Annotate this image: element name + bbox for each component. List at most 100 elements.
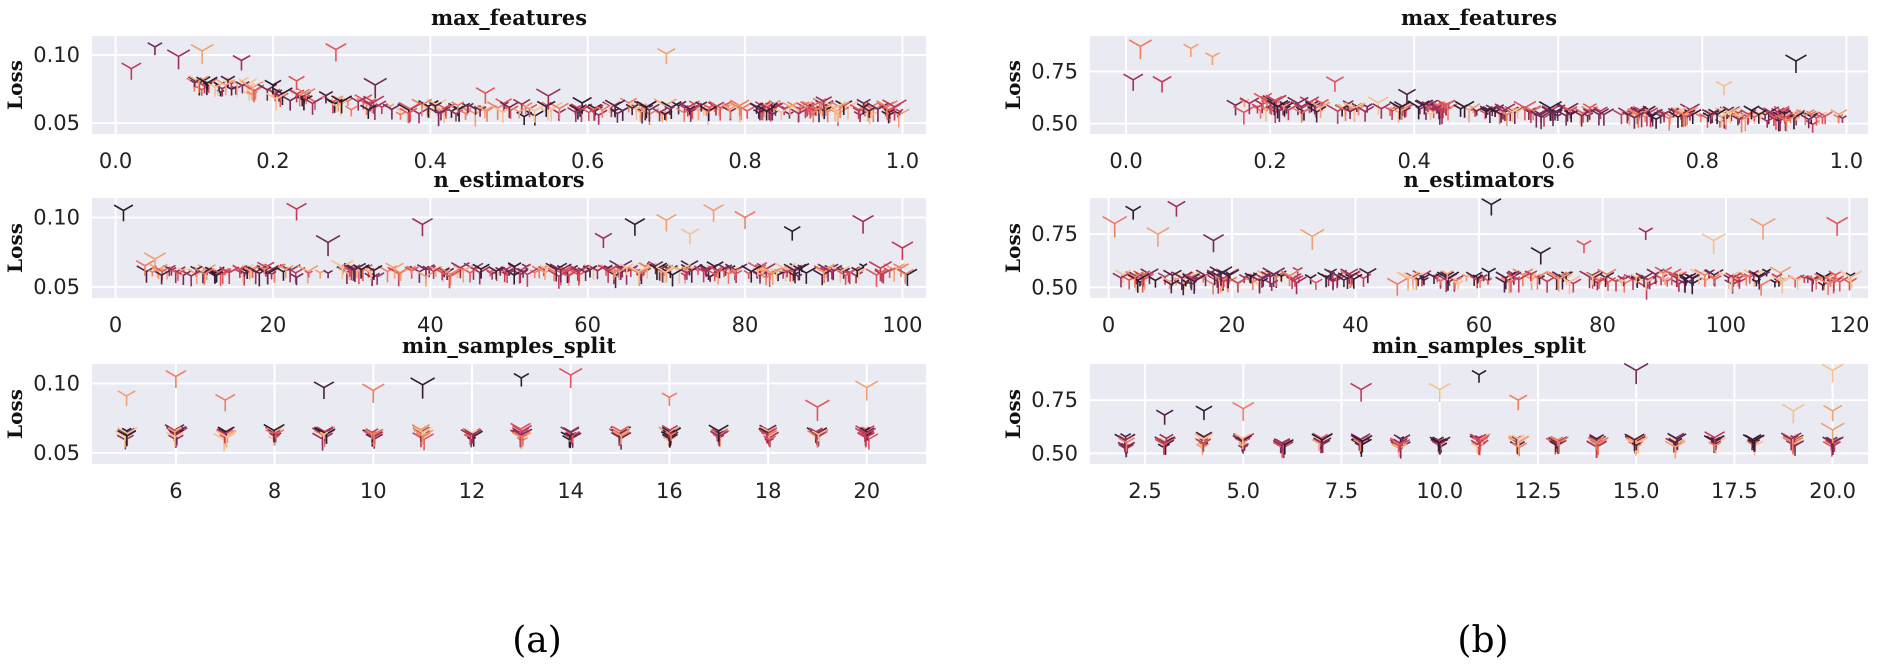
loss-point [289,272,304,286]
loss-point [1606,275,1626,292]
loss-point [1635,272,1653,288]
loss-point [619,263,634,276]
loss-point [1415,99,1434,115]
y-axis-label: Loss [1001,223,1025,273]
loss-point [790,108,807,123]
loss-point [628,265,650,284]
loss-point-outlier [1155,409,1174,425]
x-tick-label: 0 [1102,313,1115,337]
loss-point [344,105,358,117]
loss-point [135,259,155,276]
loss-point [289,89,305,103]
loss-point-outlier [363,77,388,99]
loss-point [680,272,690,280]
x-tick-label: 6 [169,479,182,503]
loss-point [181,270,201,287]
loss-point-outlier [805,399,830,421]
subplot-title: n_estimators [433,167,584,192]
loss-point [516,111,533,126]
loss-point-outlier [1715,80,1733,96]
loss-point [749,102,764,114]
y-axis-label: Loss [3,60,27,110]
loss-point [1671,107,1695,128]
loss-point-outlier [661,392,678,406]
loss-point [302,97,323,115]
loss-point-outlier [1454,100,1475,118]
loss-point [406,265,417,275]
loss-point [1195,438,1211,452]
loss-point [763,435,777,447]
loss-point [1744,434,1765,452]
x-tick-label: 60 [574,313,601,337]
loss-point [1386,277,1408,296]
loss-point-outlier [1195,405,1213,421]
loss-point-outlier [1325,76,1344,92]
loss-point [1664,440,1686,459]
loss-point [1244,272,1258,284]
x-tick-label: 0.6 [1542,149,1575,173]
loss-point-outlier [1638,227,1654,241]
loss-point [1441,270,1454,281]
loss-point [708,424,729,443]
loss-point [1154,438,1174,455]
x-tick-label: 80 [732,313,759,337]
loss-point [1547,272,1570,292]
loss-point [1352,434,1373,453]
loss-point-outlier [815,96,833,111]
loss-point [1480,107,1493,118]
loss-point-outlier [147,42,163,56]
loss-point [1436,271,1460,291]
loss-point-outlier [656,213,677,232]
loss-point [1235,433,1251,447]
loss-point [774,108,789,120]
y-axis-label: Loss [1001,389,1025,439]
loss-point [1503,106,1522,123]
loss-point [1310,101,1331,119]
loss-point [331,95,353,114]
loss-point-outlier [1128,39,1152,60]
loss-point-outlier [1167,200,1186,217]
loss-point [665,431,677,442]
loss-point [1714,107,1736,126]
loss-point-outlier [1509,394,1528,411]
loss-point [1701,108,1720,124]
loss-point [577,267,594,281]
loss-point-outlier [1202,234,1225,253]
loss-point [1280,269,1299,287]
loss-point [1686,274,1700,286]
y-axis-label: Loss [1001,60,1025,110]
scatter-points [113,202,918,289]
loss-point [259,266,270,275]
loss-point [1472,107,1482,116]
x-tick-label: 0.0 [1109,149,1142,173]
loss-point [707,269,722,282]
loss-point [271,430,281,439]
loss-point [1294,102,1309,114]
loss-point [1817,111,1833,125]
loss-point [1431,438,1447,452]
loss-point [782,268,793,278]
loss-point [1588,437,1604,451]
loss-point [562,271,576,283]
x-tick-label: 80 [1589,313,1616,337]
loss-point [1159,433,1174,447]
loss-point [1513,100,1537,121]
y-tick-label: 0.50 [1031,275,1078,299]
y-tick-label: 0.10 [33,371,80,395]
loss-point [513,107,526,119]
loss-point [440,267,462,286]
loss-point [1582,103,1597,116]
loss-point [708,100,732,121]
loss-point [1725,272,1742,287]
subplot-title: max_features [431,5,587,30]
y-tick-label: 0.05 [33,111,80,135]
loss-point [318,90,334,104]
loss-point [1182,274,1206,294]
x-tick-label: 2.5 [1128,479,1161,503]
loss-point-outlier [1750,217,1776,240]
subplot-title: min_samples_split [402,333,616,358]
loss-point [783,263,807,284]
loss-point [753,108,765,119]
loss-point [277,264,294,279]
x-tick-label: 1.0 [1830,149,1863,173]
